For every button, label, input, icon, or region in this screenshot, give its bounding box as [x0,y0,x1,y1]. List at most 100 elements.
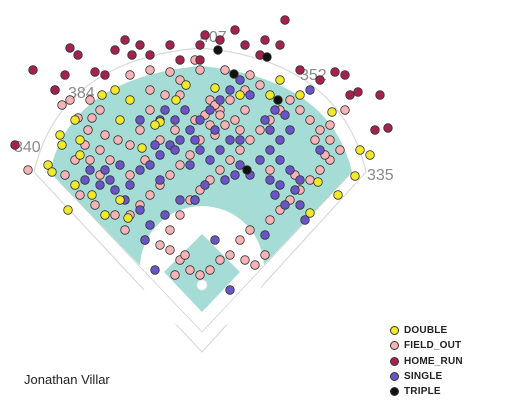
point-double-28 [137,143,147,153]
point-field-out-78 [310,135,320,145]
point-single-7 [155,150,165,160]
point-field-out-90 [95,145,105,155]
point-home-run-18 [260,35,270,45]
point-home-run-21 [295,65,305,75]
point-double-19 [295,90,305,100]
point-field-out-96 [165,67,175,77]
point-field-out-66 [225,250,235,260]
point-double-25 [350,171,360,181]
point-home-run-2 [60,70,70,80]
point-single-18 [205,155,215,165]
point-double-11 [125,95,135,105]
point-home-run-16 [230,25,240,35]
point-single-13 [215,95,225,105]
point-home-run-0 [28,65,38,75]
point-field-out-34 [90,200,100,210]
point-single-42 [200,180,210,190]
point-single-28 [275,155,285,165]
point-home-run-24 [340,70,350,80]
point-home-run-5 [90,67,100,77]
point-field-out-100 [215,110,225,120]
legend-swatch-double [390,326,399,336]
point-single-54 [150,140,160,150]
point-field-out-22 [175,160,185,170]
point-field-out-77 [180,250,190,260]
point-single-10 [185,125,195,135]
point-field-out-70 [185,265,195,275]
point-single-48 [110,185,120,195]
point-single-61 [225,285,235,295]
point-single-53 [185,160,195,170]
point-field-out-59 [305,175,315,185]
point-home-run-22 [315,75,325,85]
point-home-run-23 [330,67,340,77]
point-single-9 [175,135,185,145]
point-home-run-6 [100,70,110,80]
point-single-25 [275,135,285,145]
point-single-51 [155,175,165,185]
point-field-out-73 [240,255,250,265]
point-double-20 [327,107,337,117]
point-single-49 [100,165,110,175]
point-single-3 [115,160,125,170]
point-field-out-5 [100,130,110,140]
point-triple-4 [242,165,252,175]
point-field-out-63 [265,215,275,225]
point-field-out-95 [145,65,155,75]
point-triple-0 [213,45,223,55]
point-single-21 [235,160,245,170]
point-field-out-47 [245,135,255,145]
point-field-out-9 [145,105,155,115]
point-home-run-13 [195,40,205,50]
point-single-67 [260,115,270,125]
point-single-1 [95,180,105,190]
point-double-23 [305,208,315,218]
point-field-out-36 [120,225,130,235]
point-double-16 [210,83,220,93]
point-field-out-107 [125,70,135,80]
point-double-27 [365,150,375,160]
point-single-35 [290,185,300,195]
legend-item-double: DOUBLE [390,323,463,338]
point-single-31 [270,190,280,200]
point-single-62 [150,265,160,275]
point-single-57 [170,115,180,125]
point-home-run-4 [73,50,83,60]
point-field-out-103 [230,115,240,125]
point-field-out-53 [305,115,315,125]
point-field-out-39 [165,225,175,235]
point-field-out-51 [285,95,295,105]
point-field-out-25 [145,190,155,200]
point-field-out-54 [315,125,325,135]
point-field-out-21 [185,150,195,160]
point-home-run-29 [383,123,393,133]
point-home-run-33 [195,55,205,65]
point-field-out-46 [235,145,245,155]
point-field-out-7 [125,140,135,150]
point-field-out-67 [215,255,225,265]
point-home-run-30 [10,140,20,150]
point-home-run-20 [280,15,290,25]
point-home-run-14 [200,30,210,40]
point-field-out-72 [165,245,175,255]
point-single-16 [245,90,255,100]
point-single-43 [220,175,230,185]
hit-points [10,15,393,295]
point-home-run-27 [370,125,380,135]
point-double-2 [75,150,85,160]
point-field-out-85 [170,125,180,135]
point-field-out-104 [325,120,335,130]
point-single-36 [315,145,325,155]
point-home-run-1 [50,85,60,95]
legend-label-field-out: FIELD_OUT [404,340,462,352]
point-double-5 [87,190,97,200]
point-double-3 [47,167,57,177]
point-double-8 [115,195,125,205]
point-field-out-45 [225,155,235,165]
point-double-17 [235,90,245,100]
point-home-run-11 [145,50,155,60]
point-single-29 [285,165,295,175]
point-field-out-55 [325,135,335,145]
point-home-run-3 [65,43,75,53]
point-home-run-8 [120,35,130,45]
